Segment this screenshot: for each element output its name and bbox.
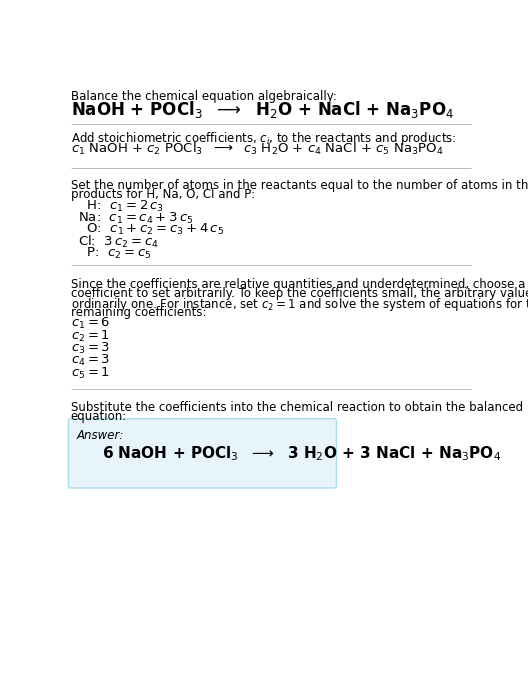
Text: remaining coefficients:: remaining coefficients: [71, 306, 206, 318]
Text: $c_1 = 6$: $c_1 = 6$ [71, 316, 110, 332]
Text: Cl:  $3\,c_2 = c_4$: Cl: $3\,c_2 = c_4$ [78, 234, 159, 250]
Text: H:  $c_1 = 2\,c_3$: H: $c_1 = 2\,c_3$ [78, 199, 164, 214]
Text: Substitute the coefficients into the chemical reaction to obtain the balanced: Substitute the coefficients into the che… [71, 401, 523, 414]
FancyBboxPatch shape [68, 419, 336, 488]
Text: Balance the chemical equation algebraically:: Balance the chemical equation algebraica… [71, 90, 336, 103]
Text: O:  $c_1 + c_2 = c_3 + 4\,c_5$: O: $c_1 + c_2 = c_3 + 4\,c_5$ [78, 223, 224, 237]
Text: $c_4 = 3$: $c_4 = 3$ [71, 353, 110, 369]
Text: ordinarily one. For instance, set $c_2 = 1$ and solve the system of equations fo: ordinarily one. For instance, set $c_2 =… [71, 296, 528, 313]
Text: $c_2 = 1$: $c_2 = 1$ [71, 329, 110, 343]
Text: Since the coefficients are relative quantities and underdetermined, choose a: Since the coefficients are relative quan… [71, 278, 525, 291]
Text: $c_3 = 3$: $c_3 = 3$ [71, 341, 110, 356]
Text: products for H, Na, O, Cl and P:: products for H, Na, O, Cl and P: [71, 188, 255, 202]
Text: 6 NaOH + POCl$_3$  $\longrightarrow$  3 H$_2$O + 3 NaCl + Na$_3$PO$_4$: 6 NaOH + POCl$_3$ $\longrightarrow$ 3 H$… [102, 444, 501, 463]
Text: $c_5 = 1$: $c_5 = 1$ [71, 366, 110, 380]
Text: P:  $c_2 = c_5$: P: $c_2 = c_5$ [78, 246, 152, 260]
Text: NaOH + POCl$_3$  $\longrightarrow$  H$_2$O + NaCl + Na$_3$PO$_4$: NaOH + POCl$_3$ $\longrightarrow$ H$_2$O… [71, 99, 454, 120]
Text: Na:  $c_1 = c_4 + 3\,c_5$: Na: $c_1 = c_4 + 3\,c_5$ [78, 211, 194, 226]
Text: Answer:: Answer: [77, 429, 124, 442]
Text: Set the number of atoms in the reactants equal to the number of atoms in the: Set the number of atoms in the reactants… [71, 179, 528, 192]
Text: equation:: equation: [71, 410, 127, 423]
Text: $c_1$ NaOH + $c_2$ POCl$_3$  $\longrightarrow$  $c_3$ H$_2$O + $c_4$ NaCl + $c_5: $c_1$ NaOH + $c_2$ POCl$_3$ $\longrighta… [71, 141, 443, 157]
Text: coefficient to set arbitrarily. To keep the coefficients small, the arbitrary va: coefficient to set arbitrarily. To keep … [71, 287, 528, 300]
Text: Add stoichiometric coefficients, $c_i$, to the reactants and products:: Add stoichiometric coefficients, $c_i$, … [71, 130, 456, 147]
